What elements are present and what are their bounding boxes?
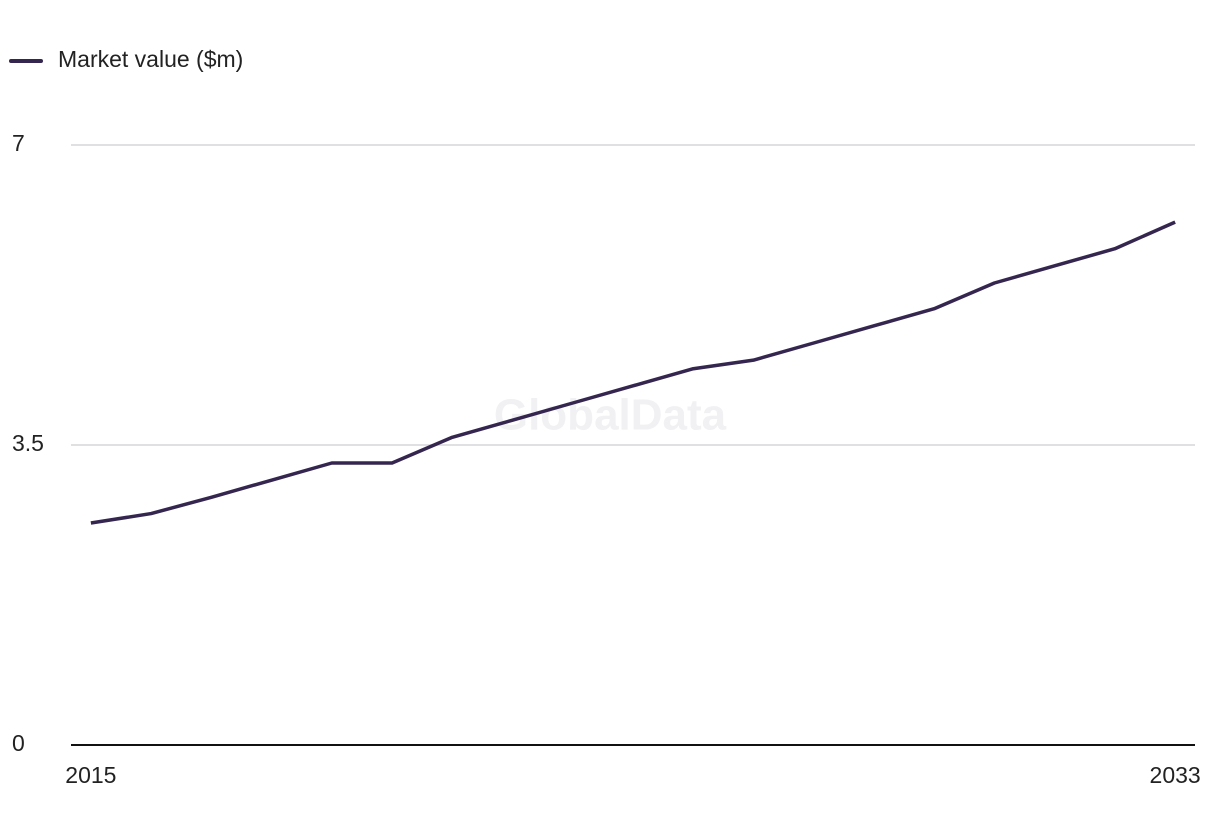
data-line (90, 220, 1176, 525)
x-tick-label: 2015 (65, 762, 116, 788)
y-tick-label: 7 (12, 130, 25, 156)
legend-label: Market value ($m) (58, 46, 243, 72)
x-tick-label: 2033 (1150, 762, 1201, 788)
y-tick-label: 0 (12, 730, 25, 756)
y-tick-label: 3.5 (12, 430, 44, 456)
